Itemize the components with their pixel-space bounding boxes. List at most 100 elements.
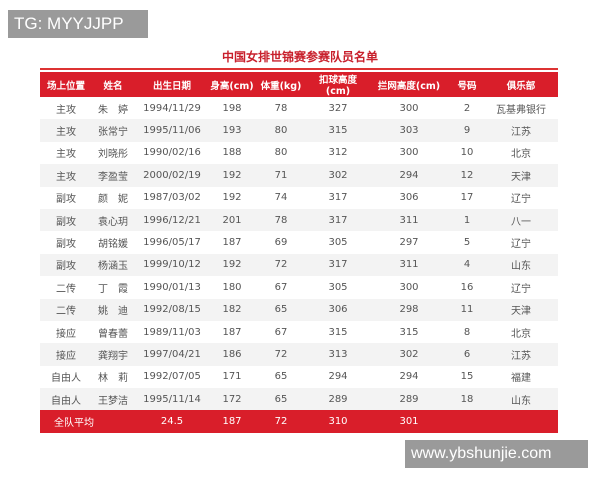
table-header: 场上位置 姓名 出生日期 身高(cm) 体重(kg) 扣球高度(cm) 拦网高度(cm) 号码… (40, 72, 558, 97)
table-cell: 65 (274, 371, 288, 383)
table-cell: 龚翔宇 (92, 343, 134, 366)
table-cell: 186 (210, 343, 254, 366)
table-cell: 1 (450, 208, 484, 232)
table-cell: 67 (274, 326, 288, 338)
table-cell: 65 (254, 388, 308, 411)
table-cell: 193 (210, 119, 254, 142)
table-row: 自由人 林 莉 1992/07/05 171 65 294 294 15 福建 (40, 366, 558, 388)
footer-row: 全队平均 24.5 187 72 310 301 (40, 410, 558, 434)
column-header: 身高(cm) (210, 72, 254, 97)
table-cell: 74 (274, 192, 288, 204)
table-row: 主攻 刘晓彤 1990/02/16 188 80 312 300 10 北京 (40, 142, 558, 164)
table-cell: 72 (254, 343, 308, 366)
table-cell: 65 (254, 298, 308, 321)
footer-cell: 310 (308, 410, 368, 434)
table-cell: 313 (308, 343, 368, 366)
table-cell: 八一 (484, 208, 558, 232)
footer-cell: 72 (254, 410, 308, 434)
table-cell: 306 (399, 192, 419, 204)
page-title: 中国女排世锦赛参赛队员名单 (221, 50, 378, 64)
column-header: 扣球高度(cm) (308, 72, 368, 97)
table-cell: 198 (222, 102, 242, 114)
table-cell: 天津 (484, 164, 558, 187)
table-cell: 1992/07/05 (143, 371, 201, 383)
table-cell: 副攻 (56, 239, 76, 251)
table-cell: 自由人 (40, 388, 92, 411)
table-cell: 69 (274, 237, 288, 249)
table-cell: 1997/04/21 (134, 343, 210, 366)
table-cell: 187 (222, 326, 242, 338)
table-cell: 302 (368, 343, 450, 366)
table-cell: 317 (308, 208, 368, 232)
table-cell: 1994/11/29 (143, 102, 201, 114)
column-header: 出生日期 (134, 72, 210, 97)
table-cell: 192 (222, 192, 242, 204)
table-cell: 1995/11/14 (134, 388, 210, 411)
table-cell: 副攻 (40, 208, 92, 232)
table-row: 接应 龚翔宇 1997/04/21 186 72 313 302 6 江苏 (40, 343, 558, 366)
table-cell: 2000/02/19 (134, 164, 210, 187)
table-cell: 71 (254, 164, 308, 187)
column-header: 拦网高度(cm) (368, 72, 450, 97)
table-cell: 317 (308, 253, 368, 277)
table-cell: 300 (399, 281, 419, 293)
table-cell: 17 (460, 192, 474, 204)
table-cell: 312 (328, 147, 348, 159)
table-cell: 辽宁 (511, 239, 531, 251)
title-divider (40, 68, 558, 70)
table-cell: 311 (368, 253, 450, 277)
table-cell: 72 (254, 253, 308, 277)
table-cell: 1995/11/06 (134, 119, 210, 142)
table-cell: 67 (274, 281, 288, 293)
table-cell: 曾春蕾 (98, 328, 128, 340)
table-cell: 4 (450, 253, 484, 277)
table-cell: 78 (274, 102, 288, 114)
table-cell: 305 (328, 237, 348, 249)
table-cell: 1996/12/21 (134, 208, 210, 232)
table-cell: 1990/01/13 (143, 281, 201, 293)
table-cell: 297 (399, 237, 419, 249)
table-cell: 副攻 (56, 194, 76, 206)
table-cell: 180 (222, 281, 242, 293)
table-row: 副攻 杨涵玉 1999/10/12 192 72 317 311 4 山东 (40, 253, 558, 277)
table-cell: 江苏 (484, 119, 558, 142)
table-cell: 78 (254, 208, 308, 232)
table-cell: 15 (460, 371, 474, 383)
table-cell: 327 (328, 102, 348, 114)
table-cell: 18 (450, 388, 484, 411)
table-row: 二传 丁 霞 1990/01/13 180 67 305 300 16 辽宁 (40, 276, 558, 298)
table-cell: 1996/05/17 (143, 237, 201, 249)
watermark-top-left: TG: MYYJJPP (8, 10, 148, 38)
table-cell: 80 (274, 147, 288, 159)
table-cell: 辽宁 (511, 283, 531, 295)
table-cell: 192 (210, 253, 254, 277)
column-header: 姓名 (92, 72, 134, 97)
roster-table: 场上位置 姓名 出生日期 身高(cm) 体重(kg) 扣球高度(cm) 拦网高度(cm) 号码… (40, 72, 558, 434)
table-cell: 2 (463, 102, 471, 114)
table-cell: 丁 霞 (98, 283, 128, 295)
table-cell: 182 (210, 298, 254, 321)
table-cell: 王梦洁 (92, 388, 134, 411)
table-cell: 颜 妮 (98, 194, 128, 206)
table-cell: 林 莉 (98, 373, 128, 385)
table-cell: 303 (368, 119, 450, 142)
table-cell: 福建 (511, 373, 531, 385)
table-cell: 171 (222, 371, 242, 383)
table-cell: 315 (399, 326, 419, 338)
table-cell: 胡铭媛 (98, 239, 128, 251)
table-cell: 北京 (511, 149, 531, 161)
table-cell: 二传 (40, 298, 92, 321)
table-row: 主攻 朱 婷 1994/11/29 198 78 327 300 2 瓦基弗银行 (40, 97, 558, 119)
table-cell: 289 (308, 388, 368, 411)
table-cell: 306 (308, 298, 368, 321)
table-cell: 袁心玥 (92, 208, 134, 232)
table-row: 二传姚 迪 1992/08/15 182 65 306 298 11 天津 (40, 298, 558, 321)
table-cell: 姚 迪 (92, 298, 134, 321)
table-cell: 主攻 (40, 119, 92, 142)
table-cell: 杨涵玉 (92, 253, 134, 277)
table-cell: 辽宁 (511, 194, 531, 206)
table-cell: 300 (399, 147, 419, 159)
table-cell: 副攻 (40, 253, 92, 277)
footer-cell: 301 (368, 410, 450, 434)
table-cell: 298 (368, 298, 450, 321)
